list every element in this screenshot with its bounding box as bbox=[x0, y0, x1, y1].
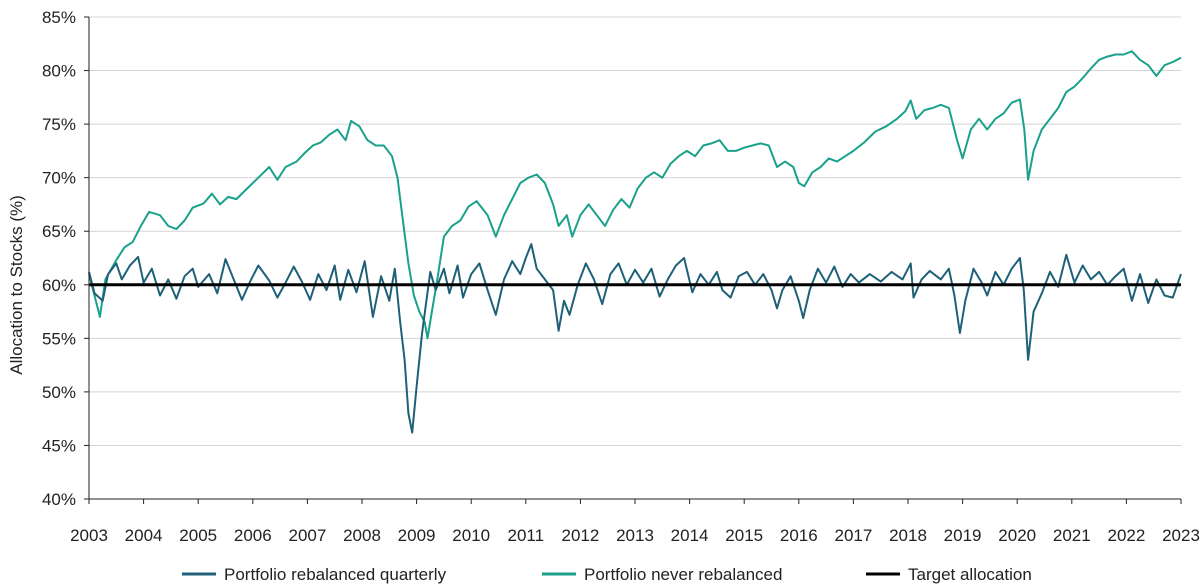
x-tick-label: 2018 bbox=[889, 526, 927, 545]
x-tick-label: 2015 bbox=[725, 526, 763, 545]
y-tick-labels: 40% 45% 50% 55% 60% 65% 70% 75% 80% 85% bbox=[42, 8, 76, 509]
x-tick-label: 2012 bbox=[561, 526, 599, 545]
x-tick-label: 2020 bbox=[998, 526, 1036, 545]
y-tick-label: 45% bbox=[42, 436, 76, 455]
x-tick-label: 2022 bbox=[1107, 526, 1145, 545]
y-tick-label: 65% bbox=[42, 222, 76, 241]
axes bbox=[88, 17, 1181, 500]
x-tick-label: 2004 bbox=[125, 526, 163, 545]
y-tick-label: 40% bbox=[42, 490, 76, 509]
gridlines bbox=[84, 16, 1181, 500]
x-tick-label: 2011 bbox=[508, 526, 545, 545]
legend-label-portfolio-rebalanced-quarterly: Portfolio rebalanced quarterly bbox=[224, 565, 447, 584]
y-tick-label: 85% bbox=[42, 8, 76, 27]
y-tick-label: 75% bbox=[42, 115, 76, 134]
y-axis-title: Allocation to Stocks (%) bbox=[7, 195, 26, 375]
x-tick-label: 2006 bbox=[234, 526, 272, 545]
y-tick-label: 70% bbox=[42, 169, 76, 188]
y-tick-label: 60% bbox=[42, 276, 76, 295]
series-lines bbox=[88, 50, 1182, 434]
x-tick-label: 2008 bbox=[343, 526, 381, 545]
legend-label-portfolio-never-rebalanced: Portfolio never rebalanced bbox=[584, 565, 782, 584]
y-tick-label: 55% bbox=[42, 329, 76, 348]
x-tick-label: 2013 bbox=[616, 526, 654, 545]
legend-label-target-allocation: Target allocation bbox=[908, 565, 1032, 584]
x-tick-label: 2014 bbox=[671, 526, 709, 545]
x-tick-label: 2003 bbox=[70, 526, 108, 545]
x-tick-label: 2010 bbox=[452, 526, 490, 545]
x-tick-label: 2007 bbox=[288, 526, 326, 545]
x-tick-label: 2023 bbox=[1162, 526, 1200, 545]
legend: Portfolio rebalanced quarterly Portfolio … bbox=[182, 565, 1032, 584]
y-tick-label: 50% bbox=[42, 383, 76, 402]
x-tick-label: 2005 bbox=[179, 526, 217, 545]
portfolio-never-rebalanced-line bbox=[88, 50, 1182, 340]
portfolio-rebalanced-quarterly-line bbox=[88, 243, 1182, 434]
x-tick-label: 2009 bbox=[398, 526, 436, 545]
x-tick-labels: 2003 2004 2005 2006 2007 2008 2009 2010 2011 2012… bbox=[70, 499, 1200, 545]
y-tick-label: 80% bbox=[42, 62, 76, 81]
x-tick-label: 2019 bbox=[944, 526, 982, 545]
x-tick-label: 2021 bbox=[1053, 526, 1091, 545]
x-tick-label: 2017 bbox=[834, 526, 872, 545]
x-tick-label: 2016 bbox=[780, 526, 818, 545]
